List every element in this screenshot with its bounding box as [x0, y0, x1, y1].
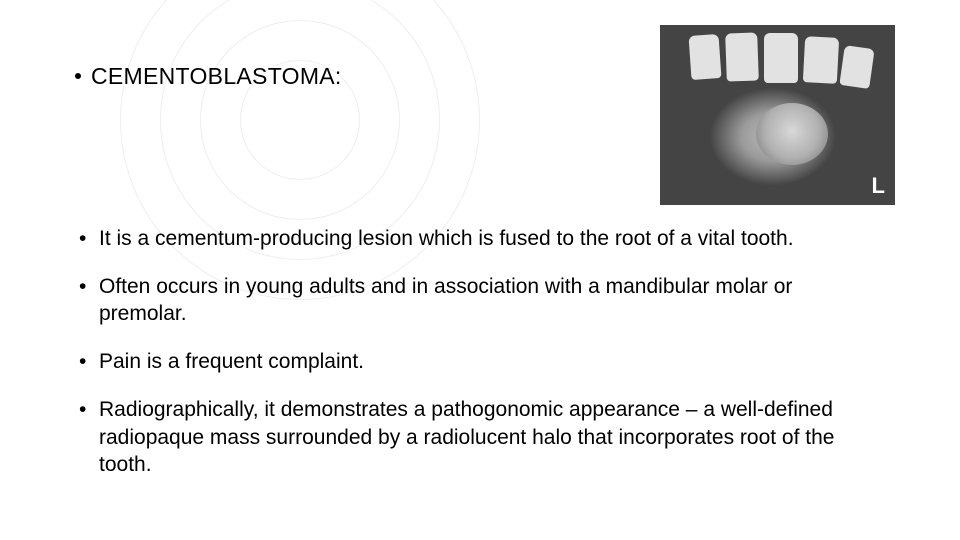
list-item: It is a cementum-producing lesion which … [75, 225, 885, 253]
slide-title: CEMENTOBLASTOMA: [91, 63, 342, 90]
slide-content: CEMENTOBLASTOMA: L It is a cementum-prod… [0, 0, 960, 540]
header-row: CEMENTOBLASTOMA: L [75, 55, 885, 205]
title-bullet-icon [75, 73, 81, 79]
list-item: Pain is a frequent complaint. [75, 348, 885, 376]
list-item: Often occurs in young adults and in asso… [75, 273, 885, 328]
bullet-list: It is a cementum-producing lesion which … [75, 225, 885, 479]
xray-image: L [660, 25, 895, 205]
xray-side-marker: L [872, 173, 885, 199]
list-item: Radiographically, it demonstrates a path… [75, 396, 885, 479]
title-wrap: CEMENTOBLASTOMA: [75, 55, 660, 90]
